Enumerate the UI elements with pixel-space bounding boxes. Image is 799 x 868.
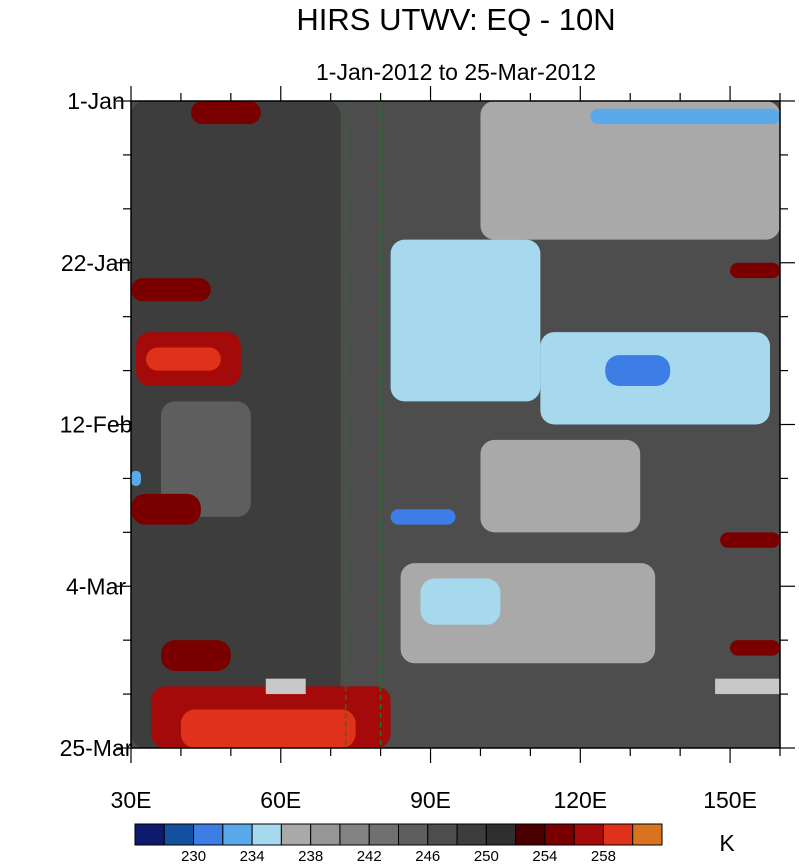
colorbar-tick-label: 230 bbox=[181, 848, 206, 863]
x-tick-label: 150E bbox=[703, 787, 757, 813]
colorbar-swatch bbox=[280, 823, 312, 846]
colorbar-swatch bbox=[193, 823, 224, 846]
y-tick-label: 4-Mar bbox=[66, 573, 126, 599]
y-tick-label: 25-Mar bbox=[60, 735, 133, 761]
x-tick-label: 120E bbox=[553, 787, 607, 813]
colorbar-swatch bbox=[163, 823, 195, 846]
y-tick-label: 12-Feb bbox=[60, 412, 133, 438]
y-tick-label: 22-Jan bbox=[61, 250, 131, 276]
colorbar-unit-label: K bbox=[719, 830, 735, 856]
x-tick-label: 60E bbox=[260, 787, 301, 813]
field-region bbox=[160, 401, 251, 517]
colorbar-swatch bbox=[368, 823, 400, 846]
missing-data-patch bbox=[265, 678, 306, 695]
field-region bbox=[390, 239, 541, 402]
y-axis: 1-Jan 22-Jan 12-Feb 4-Mar 25-Mar bbox=[60, 88, 795, 761]
colorbar-swatch bbox=[632, 823, 663, 846]
colorbar-swatch bbox=[456, 823, 487, 846]
x-tick-label: 30E bbox=[111, 787, 152, 813]
field-region bbox=[480, 101, 780, 240]
colorbar-tick-label: 250 bbox=[474, 848, 499, 863]
field-region bbox=[420, 578, 501, 625]
missing-data-patch bbox=[715, 678, 780, 695]
colorbar-tick-label: 254 bbox=[532, 848, 557, 863]
colorbar-tick-label: 246 bbox=[415, 848, 440, 863]
y-tick-label: 1-Jan bbox=[67, 88, 125, 114]
field-region bbox=[131, 470, 141, 487]
colorbar-tick-label: 242 bbox=[357, 848, 382, 863]
field-region bbox=[190, 101, 261, 125]
x-tick-label: 90E bbox=[410, 787, 451, 813]
colorbar: 230 234 238 242 246 250 254 258 bbox=[134, 823, 663, 865]
colorbar-swatch bbox=[134, 823, 165, 846]
field-region bbox=[605, 355, 671, 386]
field-region bbox=[480, 439, 641, 533]
field-region bbox=[730, 262, 780, 279]
field-region bbox=[730, 640, 780, 656]
colorbar-swatch bbox=[485, 823, 517, 846]
colorbar-tick-label: 234 bbox=[240, 848, 265, 863]
field-region bbox=[131, 278, 211, 302]
missing-data-patches bbox=[265, 678, 780, 695]
chart-title: HIRS UTWV: EQ - 10N bbox=[296, 2, 615, 37]
field-region bbox=[180, 709, 356, 748]
colorbar-swatch bbox=[339, 823, 370, 846]
colorbar-tick-label: 258 bbox=[591, 848, 616, 863]
chart-subtitle: 1-Jan-2012 to 25-Mar-2012 bbox=[316, 59, 596, 85]
colorbar-swatch bbox=[573, 823, 604, 846]
field-region bbox=[160, 640, 231, 671]
colorbar-swatch bbox=[310, 823, 341, 846]
colorbar-swatch bbox=[427, 823, 458, 846]
colorbar-swatch bbox=[398, 823, 429, 846]
field-region bbox=[590, 108, 780, 125]
field-region bbox=[145, 347, 221, 371]
colorbar-swatch bbox=[602, 823, 634, 846]
field-region bbox=[131, 493, 201, 525]
colorbar-tick-label: 238 bbox=[298, 848, 323, 863]
x-axis: 30E 60E 90E 120E 150E bbox=[111, 86, 781, 813]
heatmap-field bbox=[131, 101, 780, 748]
field-region bbox=[720, 532, 780, 548]
colorbar-swatch bbox=[222, 823, 253, 846]
field-region bbox=[390, 509, 456, 525]
colorbar-swatch bbox=[251, 823, 282, 846]
colorbar-swatch bbox=[544, 823, 575, 846]
colorbar-swatch bbox=[515, 823, 546, 846]
